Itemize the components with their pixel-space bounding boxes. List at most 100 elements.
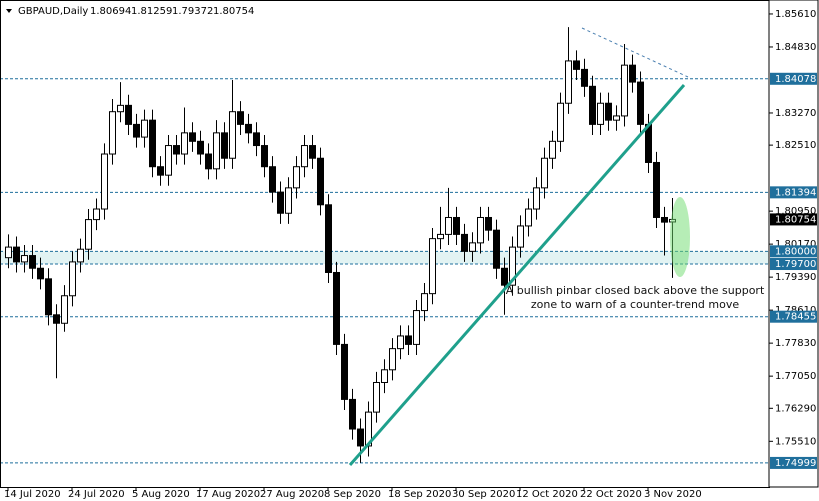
- candle-body: [69, 261, 76, 297]
- candle-body: [397, 335, 404, 350]
- y-tick-label: 1.79390: [775, 272, 816, 283]
- candle-body: [109, 111, 116, 155]
- x-tick-label: 22 Oct 2020: [580, 489, 642, 500]
- level-label: 1.84078: [775, 74, 816, 85]
- candle-body: [37, 267, 44, 280]
- candle-body: [421, 293, 428, 312]
- y-tick-label: 1.78610: [775, 305, 816, 316]
- candle-body: [125, 104, 132, 125]
- x-tick-label: 3 Nov 2020: [644, 489, 702, 500]
- candle-body: [645, 123, 652, 163]
- candle-body: [341, 343, 348, 400]
- candle-body: [77, 248, 84, 263]
- candle-body: [141, 119, 148, 138]
- candle-body: [533, 187, 540, 210]
- candle-body: [133, 123, 140, 138]
- candle-body: [117, 104, 124, 113]
- y-tick-label: 1.83270: [775, 108, 816, 119]
- level-label: 1.78455: [775, 312, 816, 323]
- menu-icon: [6, 9, 12, 13]
- candle-body: [469, 242, 476, 252]
- candle-body: [525, 208, 532, 227]
- candle-body: [357, 428, 364, 447]
- candle-body: [621, 64, 628, 117]
- level-label: 1.80000: [775, 246, 816, 257]
- candle-body: [45, 278, 52, 316]
- x-tick-label: 5 Aug 2020: [132, 489, 190, 500]
- x-tick-label: 12 Oct 2020: [516, 489, 578, 500]
- x-tick-label: 18 Sep 2020: [388, 489, 451, 500]
- candle-body: [373, 381, 380, 413]
- y-tick-label: 1.84830: [775, 42, 816, 53]
- level-label-bg: [770, 72, 817, 85]
- y-tick-label: 1.77830: [775, 338, 816, 349]
- level-label-bg: [770, 258, 817, 271]
- current-price-label: 1.80754: [775, 214, 816, 225]
- y-tick-label: 1.75510: [775, 436, 816, 447]
- candle-body: [541, 157, 548, 189]
- candle-body: [461, 233, 468, 252]
- support-zone: [0, 251, 769, 265]
- x-tick-label: 14 Jul 2020: [4, 489, 61, 500]
- candle-body: [213, 132, 220, 170]
- candle-body: [269, 166, 276, 193]
- candle-body: [237, 111, 244, 125]
- candle-body: [165, 145, 172, 176]
- candle-body: [253, 132, 260, 147]
- candle-body: [5, 246, 12, 259]
- candle-body: [429, 238, 436, 295]
- level-label-bg: [770, 310, 817, 323]
- level-label: 1.81394: [775, 187, 816, 198]
- candle-body: [437, 233, 444, 240]
- candle-body: [197, 140, 204, 155]
- x-tick-label: 8 Sep 2020: [324, 489, 381, 500]
- level-label-bg: [770, 245, 817, 258]
- candle-body: [205, 153, 212, 170]
- trend-line: [348, 84, 686, 466]
- candle-body: [101, 153, 108, 210]
- candle-body: [325, 204, 332, 273]
- candle-body: [549, 140, 556, 159]
- y-tick-label: 1.80170: [775, 239, 816, 250]
- candle-body: [557, 102, 564, 142]
- candle-body: [629, 64, 636, 83]
- candle-body: [21, 255, 28, 263]
- level-label-bg: [770, 456, 817, 469]
- level-label: 1.74999: [775, 458, 816, 469]
- header-low: 1.79372: [172, 6, 213, 17]
- candle-body: [157, 166, 164, 176]
- candle-body: [453, 216, 460, 235]
- candle-body: [381, 369, 388, 383]
- candle-body: [661, 216, 668, 223]
- candle-body: [565, 60, 572, 104]
- candle-body: [613, 115, 620, 121]
- candle-body: [485, 216, 492, 231]
- candle-body: [637, 81, 644, 125]
- level-label: 1.79700: [775, 259, 816, 270]
- candle-body: [517, 225, 524, 248]
- candle-body: [53, 314, 60, 324]
- header-open: 1.80694: [90, 6, 131, 17]
- candle-body: [301, 145, 308, 168]
- x-tick-label: 30 Sep 2020: [452, 489, 515, 500]
- highlight-ellipse: [670, 197, 690, 277]
- y-tick-label: 1.82510: [775, 140, 816, 151]
- candle-body: [653, 161, 660, 218]
- x-tick-label: 27 Aug 2020: [260, 489, 324, 500]
- header-high: 1.81259: [131, 6, 172, 17]
- candle-body: [29, 255, 36, 269]
- resistance-line: [581, 27, 689, 78]
- candle-body: [85, 219, 92, 250]
- candle-body: [229, 111, 236, 159]
- candle-body: [501, 267, 508, 286]
- candle-body: [605, 102, 612, 121]
- candle-body: [389, 348, 396, 371]
- y-tick-label: 1.80950: [775, 206, 816, 217]
- candle-body: [413, 310, 420, 345]
- candle-body: [61, 295, 68, 324]
- level-label-bg: [770, 186, 817, 199]
- candle-body: [149, 119, 156, 168]
- candle-body: [221, 132, 228, 159]
- candle-body: [333, 271, 340, 345]
